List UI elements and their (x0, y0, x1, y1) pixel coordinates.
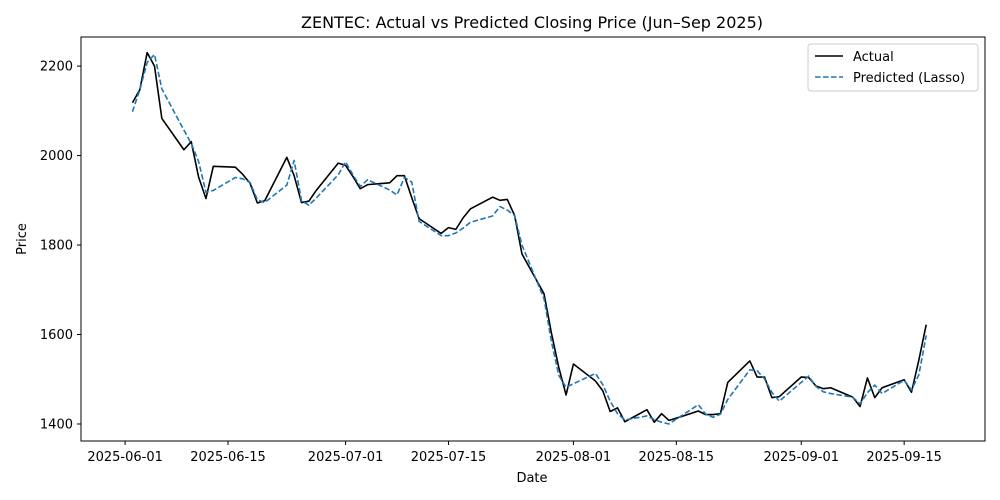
chart-title: ZENTEC: Actual vs Predicted Closing Pric… (301, 13, 763, 32)
x-tick-label: 2025-08-01 (536, 450, 612, 465)
plot-frame (80, 36, 986, 442)
y-tick-label: 2200 (40, 60, 73, 75)
y-axis: 1400 1600 1800 2000 2200 (40, 60, 81, 432)
x-tick-label: 2025-06-01 (87, 450, 163, 465)
actual-price-line (131, 51, 927, 424)
x-tick-label: 2025-06-15 (190, 450, 266, 465)
x-tick-label: 2025-09-15 (866, 450, 942, 465)
y-tick-label: 2000 (40, 149, 73, 164)
x-tick-label: 2025-08-15 (639, 450, 715, 465)
predicted-price-line (131, 53, 927, 425)
x-tick-label: 2025-07-01 (308, 450, 384, 465)
legend-label-actual: Actual (853, 50, 894, 65)
y-tick-label: 1800 (40, 239, 73, 254)
y-axis-label: Price (15, 223, 30, 255)
y-tick-label: 1600 (40, 328, 73, 343)
y-tick-label: 1400 (40, 417, 73, 432)
x-tick-label: 2025-07-15 (411, 450, 487, 465)
x-axis-label: Date (516, 471, 547, 486)
plot-area (81, 37, 985, 441)
legend-box (807, 43, 979, 92)
series-layer (131, 51, 927, 425)
legend: Actual Predicted (Lasso) (807, 43, 979, 92)
x-axis: 2025-06-01 2025-06-15 2025-07-01 2025-07-15… (87, 441, 942, 465)
legend-label-predicted: Predicted (Lasso) (853, 71, 965, 86)
x-tick-label: 2025-09-01 (763, 450, 839, 465)
